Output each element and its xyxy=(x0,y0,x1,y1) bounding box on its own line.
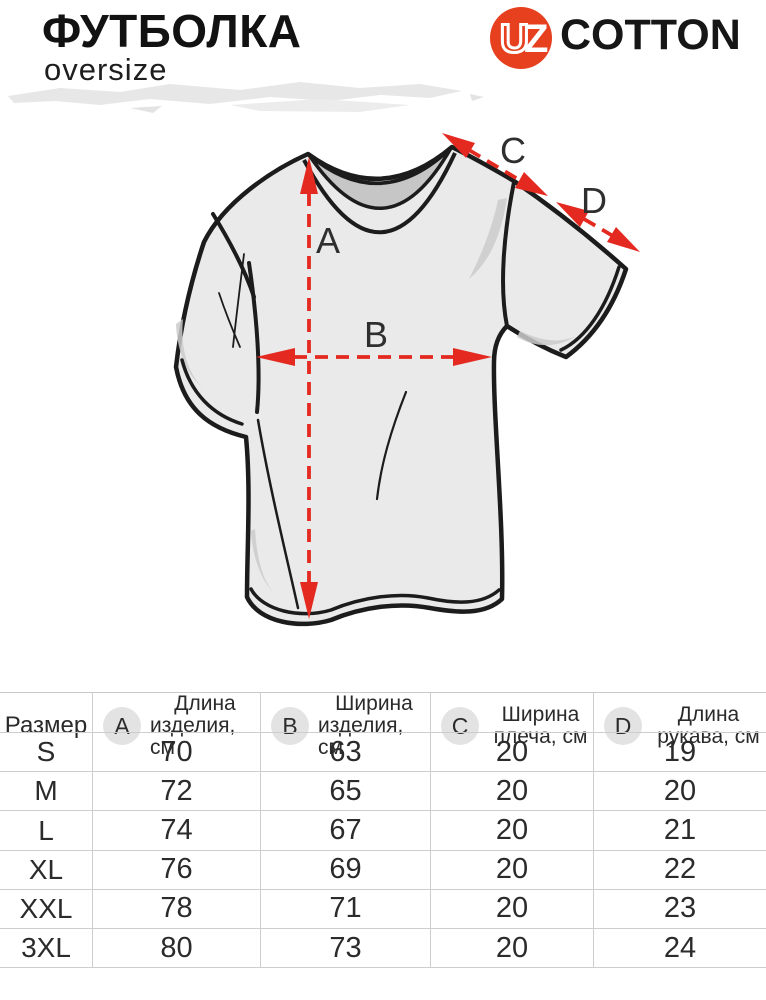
table-cell: 65 xyxy=(260,771,430,811)
table-cell: 78 xyxy=(92,888,260,928)
table-cell: 71 xyxy=(260,888,430,928)
column-header-d: D Длина рукава, см xyxy=(593,693,766,759)
table-cell: 20 xyxy=(430,888,593,928)
collar-opening xyxy=(307,146,453,210)
column-header-a: A Длина изделия, см xyxy=(92,693,260,759)
column-header-size: Размер xyxy=(0,693,92,759)
table-cell: 20 xyxy=(593,771,766,811)
arrowheads xyxy=(256,133,640,619)
table-cell: 67 xyxy=(260,810,430,850)
table-row-size: 3XL xyxy=(0,927,92,967)
table-row-size: S xyxy=(0,732,92,771)
table-cell: 20 xyxy=(430,810,593,850)
logo-circle-icon xyxy=(490,7,552,69)
logo-letter-u: U xyxy=(500,17,529,61)
measure-badge-b: B xyxy=(271,707,309,745)
column-label-d: Длина рукава, см xyxy=(657,703,760,748)
table-cell: 20 xyxy=(430,927,593,968)
table-row-size: XXL xyxy=(0,888,92,928)
table-cell: 20 xyxy=(430,771,593,811)
collar-band xyxy=(302,152,457,235)
column-header-b: B Ширина изделия, см xyxy=(260,693,430,759)
measure-badge-c: C xyxy=(441,707,479,745)
table-cell: 22 xyxy=(593,849,766,889)
measure-label-a: A xyxy=(316,220,340,261)
tshirt-shading xyxy=(176,198,576,593)
column-label-c: Ширина плеча, см xyxy=(493,703,588,748)
measure-badge-d: D xyxy=(604,707,642,745)
table-cell: 74 xyxy=(92,810,260,850)
table-cell: 69 xyxy=(260,849,430,889)
measure-label-c: C xyxy=(500,130,526,171)
measurement-arrows: A B C D xyxy=(256,130,640,619)
table-cell: 21 xyxy=(593,810,766,850)
brush-stroke-decoration xyxy=(8,82,484,113)
table-cell: 70 xyxy=(92,732,260,772)
table-row-size: XL xyxy=(0,849,92,889)
arrow-d-line xyxy=(583,217,614,238)
measure-label-d: D xyxy=(581,180,607,221)
table-cell: 24 xyxy=(593,927,766,968)
column-label-b: Ширина изделия, см xyxy=(318,692,413,759)
page-subtitle: oversize xyxy=(44,52,168,87)
table-cell: 72 xyxy=(92,771,260,811)
table-cell: 76 xyxy=(92,849,260,889)
table-cell: 80 xyxy=(92,927,260,968)
size-table: Размер A Длина изделия, см B Ширина изде… xyxy=(0,692,766,969)
column-label-a: Длина изделия, см xyxy=(150,692,236,759)
tshirt-outline xyxy=(173,144,629,627)
arrow-c-line xyxy=(468,148,522,183)
measure-badge-a: A xyxy=(103,707,141,745)
table-cell: 63 xyxy=(260,732,430,772)
size-header-label: Размер xyxy=(4,712,88,739)
table-cell: 20 xyxy=(430,849,593,889)
tshirt-measurement-diagram: A B C D xyxy=(173,130,640,627)
table-cell: 19 xyxy=(593,732,766,772)
table-cell: 23 xyxy=(593,888,766,928)
column-header-c: C Ширина плеча, см xyxy=(430,693,593,759)
table-row-size: M xyxy=(0,771,92,810)
table-cell: 20 xyxy=(430,732,593,772)
brand-name: COTTON xyxy=(560,11,741,59)
page-title: ФУТБОЛКА xyxy=(42,5,302,57)
logo-letter-z: Z xyxy=(524,17,548,61)
table-cell: 73 xyxy=(260,927,430,968)
measure-label-b: B xyxy=(364,314,388,355)
tshirt-seams xyxy=(180,180,621,616)
brand-logo: U Z xyxy=(490,7,552,69)
table-row-size: L xyxy=(0,810,92,849)
